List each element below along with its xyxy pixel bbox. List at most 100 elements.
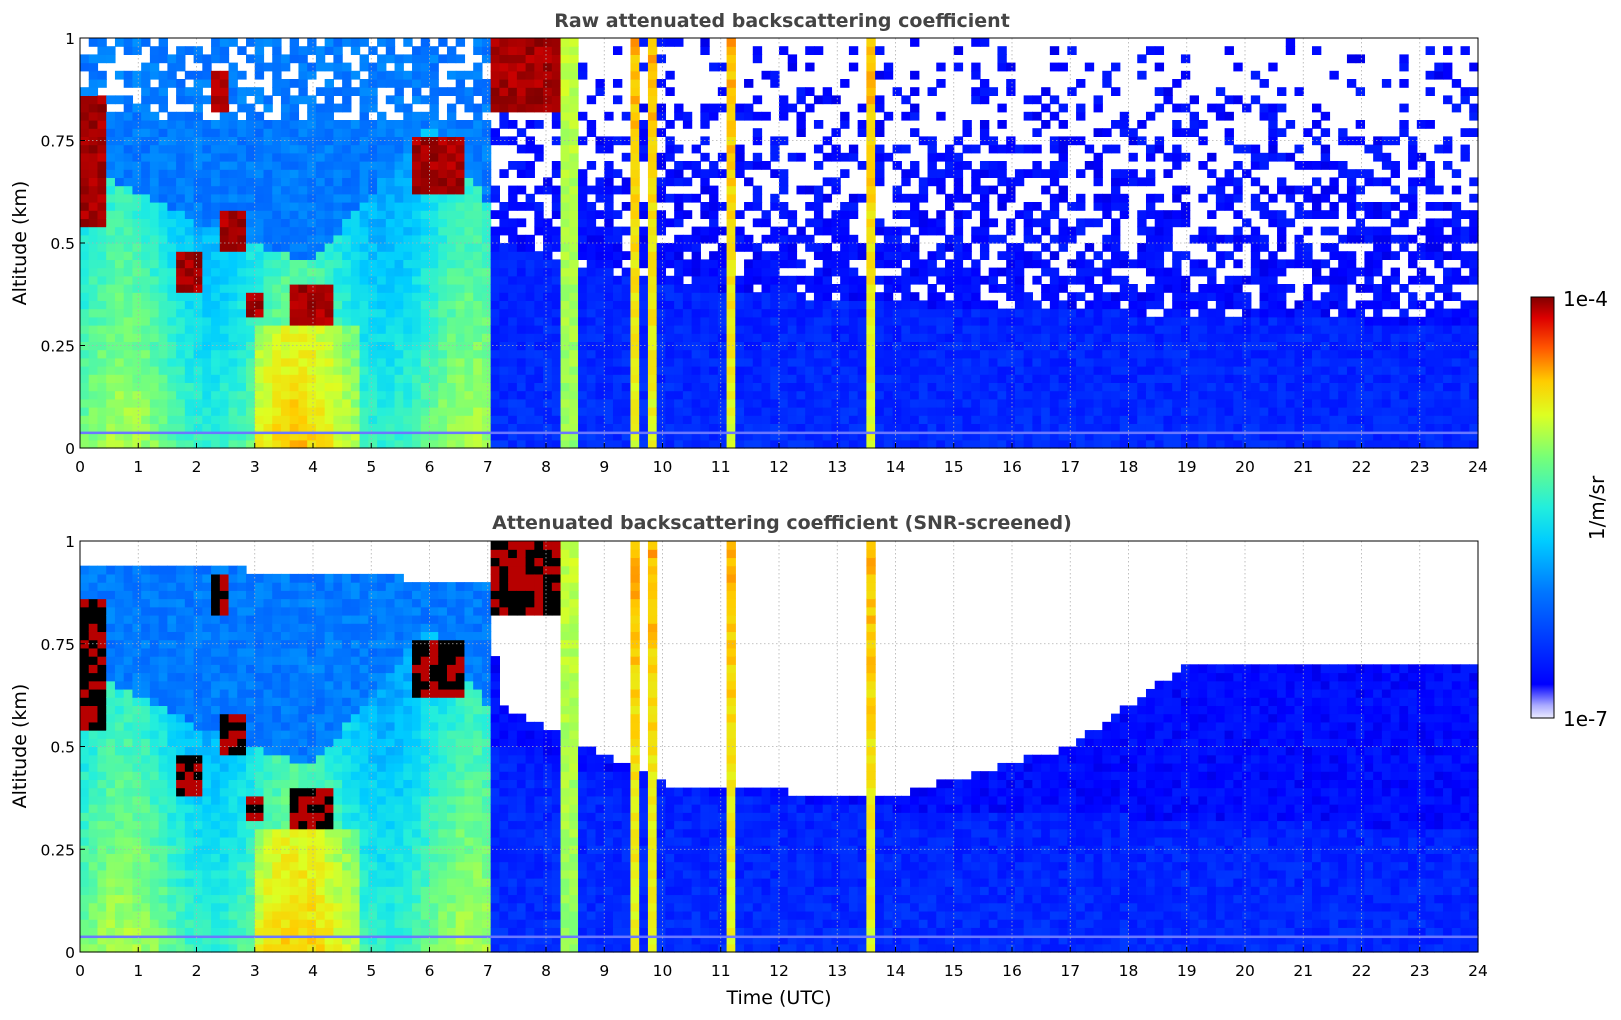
heatmap-cell	[272, 439, 282, 449]
heatmap-cell	[525, 333, 535, 342]
heatmap-cell	[927, 316, 937, 326]
heatmap-cell	[473, 259, 483, 269]
heatmap-cell	[228, 366, 238, 375]
heatmap-cell	[979, 161, 990, 170]
heatmap-cell	[280, 316, 291, 326]
heatmap-cell	[848, 390, 859, 400]
heatmap-cell	[114, 349, 125, 359]
heatmap-cell	[805, 431, 815, 441]
heatmap-cell	[97, 46, 107, 55]
heatmap-cell	[761, 308, 771, 318]
heatmap-cell	[1128, 415, 1138, 424]
heatmap-cell	[508, 226, 518, 236]
heatmap-cell	[1076, 316, 1086, 326]
heatmap-cell	[342, 95, 352, 105]
heatmap-cell	[910, 300, 920, 310]
heatmap-cell	[429, 87, 439, 96]
heatmap-cell	[700, 333, 710, 342]
heatmap-cell	[612, 234, 623, 244]
heatmap-cell	[315, 415, 326, 424]
heatmap-cell	[141, 185, 151, 195]
heatmap-cell	[211, 193, 221, 203]
heatmap-cell	[1172, 423, 1182, 433]
heatmap-cell	[412, 366, 422, 375]
heatmap-cell	[359, 357, 369, 367]
heatmap-cell	[883, 243, 894, 252]
heatmap-cell	[910, 267, 920, 277]
heatmap-cell	[551, 423, 562, 433]
heatmap-cell	[1032, 308, 1042, 318]
heatmap-cell	[744, 202, 754, 211]
heatmap-cell	[805, 333, 815, 342]
heatmap-cell	[892, 349, 902, 359]
heatmap-cell	[141, 308, 151, 318]
heatmap-cell	[1137, 177, 1147, 187]
heatmap-cell	[324, 128, 334, 137]
heatmap-cell	[1049, 62, 1060, 72]
heatmap-cell	[359, 161, 369, 170]
heatmap-cell	[709, 292, 719, 301]
heatmap-cell	[875, 120, 885, 129]
heatmap-cell	[979, 79, 990, 88]
heatmap-cell	[962, 357, 972, 367]
heatmap-cell	[1093, 152, 1103, 162]
heatmap-cell	[543, 251, 553, 260]
heatmap-cell	[822, 284, 833, 293]
heatmap-cell	[883, 431, 894, 441]
heatmap-cell	[534, 366, 544, 375]
heatmap-cell	[770, 267, 780, 277]
heatmap-cell	[184, 431, 195, 441]
heatmap-cell	[901, 243, 911, 252]
heatmap-cell	[298, 95, 308, 105]
heatmap-cell	[700, 292, 710, 301]
heatmap-cell	[246, 341, 256, 351]
heatmap-cell	[333, 431, 343, 441]
heatmap-cell	[910, 103, 920, 113]
heatmap-cell	[744, 275, 754, 285]
heatmap-cell	[280, 185, 291, 195]
heatmap-cell	[202, 95, 212, 105]
heatmap-cell	[490, 325, 500, 334]
heatmap-cell	[202, 226, 212, 236]
heatmap-cell	[132, 374, 142, 383]
heatmap-cell	[735, 152, 745, 162]
heatmap-cell	[639, 136, 649, 146]
heatmap-cell	[1172, 366, 1182, 375]
heatmap-cell	[971, 95, 981, 105]
heatmap-cell	[350, 300, 361, 310]
heatmap-cell	[499, 308, 509, 318]
heatmap-cell	[621, 333, 632, 342]
heatmap-cell	[857, 357, 867, 367]
heatmap-cell	[1006, 275, 1016, 285]
heatmap-cell	[158, 243, 168, 252]
heatmap-cell	[263, 251, 273, 260]
heatmap-cell	[988, 390, 999, 400]
heatmap-cell	[307, 390, 317, 400]
heatmap-cell	[88, 144, 99, 154]
heatmap-cell	[455, 38, 466, 47]
heatmap-cell	[979, 349, 990, 359]
heatmap-cell	[717, 292, 728, 301]
heatmap-cell	[455, 267, 466, 277]
heatmap-cell	[508, 185, 518, 195]
heatmap-cell	[1049, 234, 1060, 244]
heatmap-cell	[184, 218, 195, 228]
heatmap-cell	[254, 284, 265, 293]
heatmap-cell	[779, 226, 789, 236]
heatmap-cell	[473, 128, 483, 137]
heatmap-cell	[211, 185, 221, 195]
heatmap-cell	[604, 357, 614, 367]
heatmap-cell	[892, 308, 902, 318]
heatmap-cell	[464, 423, 474, 433]
heatmap-cell	[1119, 325, 1130, 334]
heatmap-cell	[569, 128, 579, 137]
heatmap-cell	[945, 423, 955, 433]
heatmap-cell	[1189, 267, 1199, 277]
heatmap-cell	[1145, 46, 1156, 55]
heatmap-cell	[342, 415, 352, 424]
heatmap-cell	[971, 316, 981, 326]
heatmap-cell	[298, 357, 308, 367]
heatmap-cell	[779, 390, 789, 400]
heatmap-cell	[149, 243, 160, 252]
heatmap-cell	[840, 202, 850, 211]
